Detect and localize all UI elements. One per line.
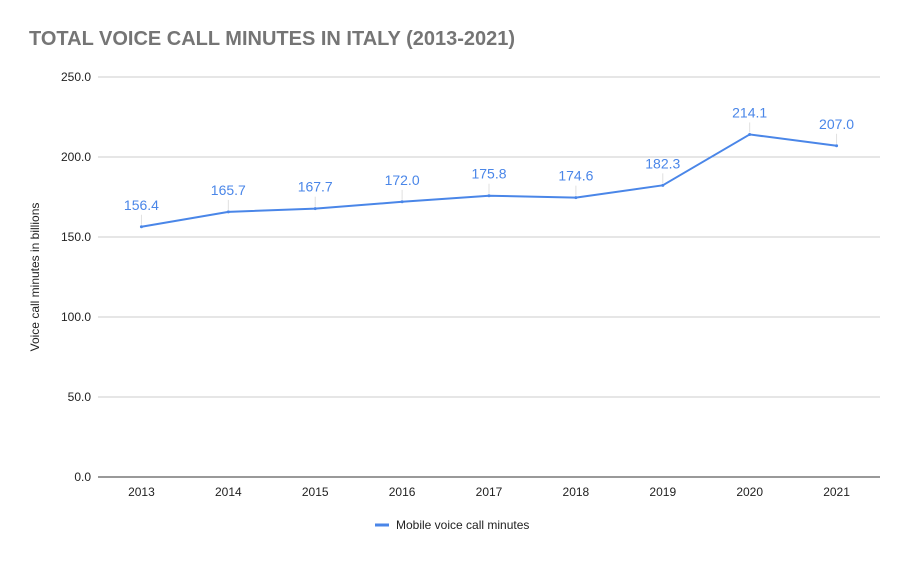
data-point: [661, 183, 665, 187]
data-point: [748, 132, 752, 136]
data-label: 214.1: [732, 104, 767, 120]
x-tick-label: 2018: [563, 485, 590, 499]
data-point: [313, 207, 317, 211]
data-label: 165.7: [211, 182, 246, 198]
y-tick-label: 150.0: [61, 230, 91, 244]
y-tick-label: 50.0: [68, 390, 92, 404]
x-tick-label: 2020: [736, 485, 763, 499]
y-tick-label: 100.0: [61, 310, 91, 324]
data-label: 182.3: [645, 155, 680, 171]
data-point: [226, 210, 230, 214]
data-point: [400, 200, 404, 204]
data-point: [487, 194, 491, 198]
chart-title: TOTAL VOICE CALL MINUTES IN ITALY (2013-…: [29, 28, 516, 50]
x-tick-label: 2021: [823, 485, 850, 499]
data-label: 174.6: [558, 168, 593, 184]
x-tick-label: 2014: [215, 485, 242, 499]
data-label: 207.0: [819, 116, 854, 132]
x-tick-label: 2015: [302, 485, 329, 499]
x-tick-label: 2017: [476, 485, 503, 499]
y-tick-label: 250.0: [61, 70, 91, 84]
data-point: [835, 144, 839, 148]
x-tick-label: 2016: [389, 485, 416, 499]
data-point: [139, 225, 143, 229]
data-label: 156.4: [124, 197, 159, 213]
y-tick-label: 0.0: [74, 470, 91, 484]
data-label: 175.8: [471, 166, 506, 182]
data-label: 167.7: [298, 179, 333, 195]
x-tick-label: 2013: [128, 485, 155, 499]
x-tick-label: 2019: [649, 485, 676, 499]
data-label: 172.0: [385, 172, 420, 188]
y-axis-title: Voice call minutes in billions: [28, 203, 42, 352]
data-point: [574, 196, 578, 200]
y-tick-label: 200.0: [61, 150, 91, 164]
legend-label: Mobile voice call minutes: [396, 518, 529, 532]
